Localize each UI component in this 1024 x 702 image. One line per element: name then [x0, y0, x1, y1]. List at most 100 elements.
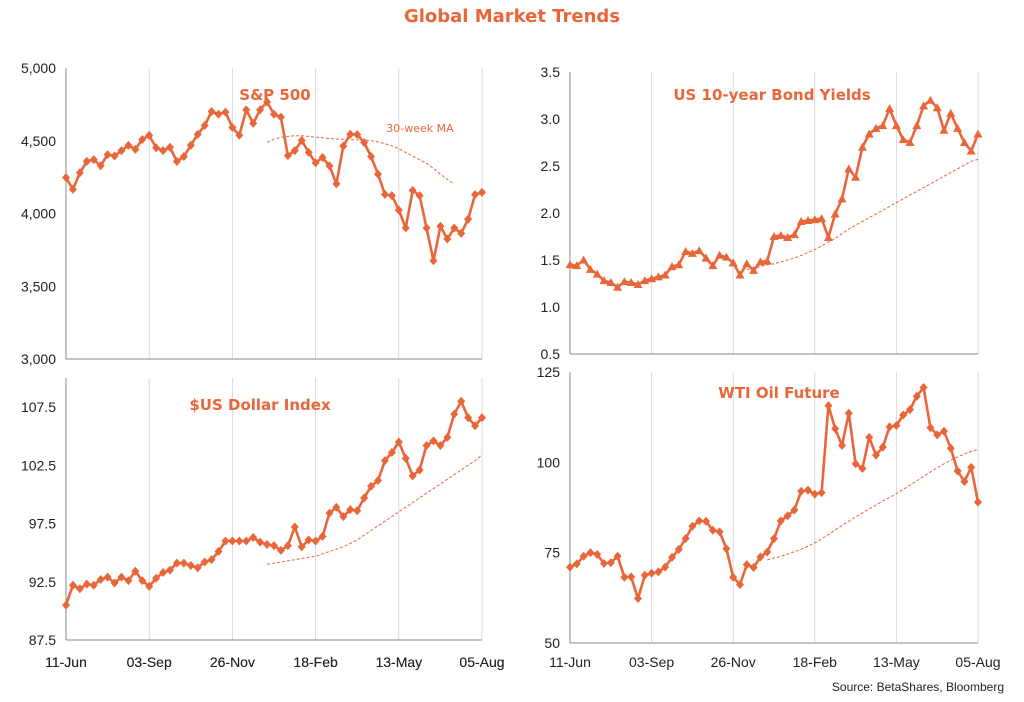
data-point	[387, 191, 396, 201]
data-point	[769, 232, 779, 240]
data-point	[647, 568, 656, 578]
y-tick-label: 1.5	[541, 252, 561, 268]
data-point	[633, 279, 643, 288]
data-point	[804, 485, 812, 495]
data-point	[946, 443, 955, 453]
data-point	[613, 551, 622, 561]
data-point	[892, 420, 901, 430]
data-point	[422, 223, 431, 233]
data-point	[701, 253, 711, 262]
data-point	[228, 536, 237, 546]
data-point	[263, 540, 272, 550]
data-point	[722, 544, 731, 554]
data-point	[401, 223, 410, 233]
data-point	[566, 562, 574, 572]
y-tick-label: 125	[537, 364, 561, 380]
moving-average-line	[266, 135, 455, 185]
data-point	[694, 246, 704, 255]
x-tick-label: 05-Aug	[459, 654, 504, 670]
data-point	[667, 262, 677, 271]
data-point	[912, 121, 922, 130]
data-point	[360, 493, 369, 503]
data-point	[346, 505, 355, 515]
data-point	[830, 209, 840, 218]
data-point	[221, 536, 230, 546]
data-point	[749, 562, 758, 572]
data-point	[715, 527, 724, 537]
data-point	[878, 121, 888, 130]
data-point	[138, 576, 147, 586]
moving-average-line	[267, 454, 483, 565]
data-point	[89, 155, 98, 165]
x-tick-label: 03-Sep	[629, 654, 674, 670]
data-point	[721, 252, 731, 261]
data-point	[661, 562, 670, 572]
data-point	[443, 234, 452, 244]
data-point	[674, 544, 683, 554]
data-point	[283, 541, 292, 551]
data-point	[599, 276, 609, 285]
data-point	[325, 161, 334, 171]
data-point	[380, 189, 389, 199]
data-point	[242, 536, 251, 546]
data-point	[606, 558, 615, 568]
data-point	[844, 408, 853, 418]
data-point	[346, 129, 355, 139]
data-point	[103, 572, 112, 582]
data-point	[311, 158, 320, 168]
data-point	[688, 521, 697, 531]
data-point	[117, 572, 126, 582]
data-point	[973, 129, 983, 138]
chart-plot-oil: 50 75 100 125 11-Jun 03-Sep 26-Nov 18-Feb 13-May…	[537, 364, 1001, 670]
x-tick-label: 03-Sep	[127, 654, 172, 670]
data-point	[572, 559, 581, 569]
x-tick-label: 18-Feb	[293, 654, 338, 670]
data-point	[959, 138, 969, 146]
data-point	[640, 570, 649, 580]
data-point	[374, 475, 382, 485]
data-point	[919, 101, 929, 110]
data-point	[872, 450, 880, 460]
data-point	[186, 560, 195, 570]
data-point	[572, 261, 582, 270]
data-point	[152, 143, 161, 153]
data-point	[110, 578, 119, 588]
data-point	[214, 547, 223, 557]
data-point	[838, 440, 846, 450]
data-point	[159, 146, 168, 156]
y-tick-label: 3.0	[541, 111, 561, 127]
data-point	[585, 264, 595, 273]
data-point	[783, 511, 792, 521]
data-point	[283, 151, 292, 161]
data-point	[110, 151, 119, 161]
data-point	[763, 547, 772, 557]
data-point	[242, 105, 251, 115]
data-point	[450, 223, 459, 233]
chart-title-dollar: $US Dollar Index	[189, 396, 331, 414]
data-point	[715, 250, 725, 259]
data-point	[851, 459, 860, 469]
y-tick-label: 4,000	[21, 206, 56, 222]
chart-title-oil: WTI Oil Future	[718, 384, 839, 402]
y-tick-label: 4,500	[21, 133, 56, 149]
data-point	[96, 574, 105, 584]
data-point	[933, 430, 942, 440]
data-point	[401, 453, 410, 463]
data-point	[457, 228, 466, 238]
x-tick-label: 11-Jun	[45, 654, 87, 670]
data-point	[844, 164, 854, 173]
y-tick-label: 0.5	[541, 346, 561, 362]
y-tick-label: 97.5	[29, 516, 56, 532]
data-point	[647, 274, 657, 283]
data-point	[179, 558, 188, 568]
data-point	[708, 525, 717, 535]
data-point	[837, 194, 847, 203]
data-point	[457, 396, 466, 406]
data-point	[166, 142, 174, 152]
data-point	[606, 278, 616, 287]
data-point	[898, 135, 908, 144]
data-point	[297, 542, 306, 552]
data-point	[207, 555, 216, 565]
data-point	[290, 522, 299, 532]
